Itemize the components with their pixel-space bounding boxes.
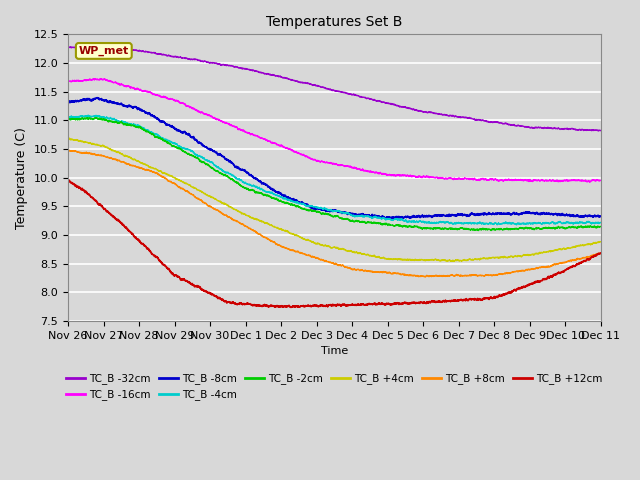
TC_B -16cm (586, 179, 593, 185)
TC_B +12cm (396, 300, 404, 306)
TC_B +8cm (422, 274, 429, 280)
TC_B -32cm (595, 128, 602, 133)
TC_B -32cm (547, 125, 554, 131)
TC_B -8cm (213, 150, 221, 156)
TC_B -4cm (597, 219, 605, 225)
Line: TC_B +12cm: TC_B +12cm (68, 180, 601, 308)
TC_B -8cm (93, 95, 101, 100)
Title: Temperatures Set B: Temperatures Set B (266, 15, 403, 29)
Line: TC_B +4cm: TC_B +4cm (68, 138, 601, 261)
TC_B -32cm (387, 101, 394, 107)
TC_B +12cm (65, 177, 73, 183)
TC_B +4cm (65, 135, 72, 141)
TC_B -2cm (396, 223, 403, 228)
TC_B +4cm (64, 136, 72, 142)
TC_B -16cm (597, 178, 605, 183)
TC_B -32cm (396, 104, 403, 109)
TC_B -16cm (387, 172, 394, 178)
TC_B -4cm (387, 216, 394, 222)
Y-axis label: Temperature (C): Temperature (C) (15, 127, 28, 228)
TC_B +4cm (387, 256, 394, 262)
TC_B -2cm (547, 226, 554, 231)
TC_B -8cm (396, 215, 404, 220)
TC_B -4cm (547, 220, 554, 226)
TC_B +12cm (287, 305, 295, 311)
Line: TC_B -8cm: TC_B -8cm (68, 97, 601, 218)
TC_B +8cm (396, 271, 403, 276)
TC_B -32cm (64, 44, 72, 50)
TC_B +4cm (213, 197, 221, 203)
TC_B +8cm (547, 264, 554, 269)
TC_B -32cm (597, 128, 605, 133)
TC_B -4cm (513, 222, 520, 228)
TC_B -2cm (84, 115, 92, 120)
TC_B -2cm (64, 117, 72, 122)
TC_B -4cm (396, 216, 403, 222)
TC_B -4cm (64, 114, 72, 120)
Text: WP_met: WP_met (79, 46, 129, 56)
TC_B -8cm (387, 216, 394, 221)
TC_B +12cm (597, 250, 605, 256)
TC_B +8cm (213, 207, 221, 213)
TC_B -2cm (213, 168, 221, 174)
TC_B +4cm (547, 249, 554, 254)
Line: TC_B -2cm: TC_B -2cm (68, 118, 601, 230)
TC_B -2cm (474, 228, 482, 233)
TC_B +8cm (387, 270, 394, 276)
TC_B +12cm (547, 274, 554, 279)
TC_B -32cm (596, 128, 604, 133)
TC_B +8cm (64, 147, 72, 153)
TC_B -4cm (596, 219, 604, 225)
TC_B +8cm (65, 147, 72, 153)
TC_B -4cm (179, 145, 186, 151)
TC_B -32cm (179, 55, 186, 61)
TC_B -4cm (213, 164, 221, 169)
TC_B +8cm (179, 186, 186, 192)
TC_B -16cm (596, 178, 604, 183)
TC_B +4cm (179, 179, 186, 185)
TC_B -16cm (547, 177, 554, 183)
TC_B +8cm (596, 251, 604, 256)
TC_B +12cm (213, 295, 221, 300)
TC_B -8cm (547, 212, 554, 217)
TC_B -16cm (97, 76, 105, 82)
TC_B -32cm (77, 44, 85, 50)
TC_B +8cm (597, 251, 605, 256)
TC_B +12cm (64, 178, 72, 184)
TC_B +4cm (596, 239, 604, 245)
TC_B -2cm (597, 224, 605, 229)
X-axis label: Time: Time (321, 346, 348, 356)
Line: TC_B -32cm: TC_B -32cm (68, 47, 601, 131)
TC_B -8cm (64, 100, 72, 106)
TC_B +4cm (396, 256, 403, 262)
TC_B +12cm (179, 277, 186, 283)
TC_B -2cm (387, 222, 394, 228)
TC_B -8cm (596, 214, 604, 219)
TC_B -2cm (596, 224, 604, 229)
TC_B -8cm (387, 215, 394, 221)
TC_B +4cm (597, 239, 605, 245)
TC_B -2cm (179, 147, 186, 153)
Line: TC_B +8cm: TC_B +8cm (68, 150, 601, 277)
TC_B -16cm (396, 173, 403, 179)
TC_B -8cm (597, 214, 605, 219)
Legend: TC_B -32cm, TC_B -16cm, TC_B -8cm, TC_B -4cm, TC_B -2cm, TC_B +4cm, TC_B +8cm, T: TC_B -32cm, TC_B -16cm, TC_B -8cm, TC_B … (62, 369, 607, 405)
TC_B -16cm (179, 100, 186, 106)
TC_B -8cm (179, 130, 186, 135)
TC_B +12cm (387, 302, 394, 308)
TC_B +12cm (596, 250, 604, 256)
TC_B -32cm (213, 60, 221, 66)
TC_B -16cm (213, 116, 221, 122)
Line: TC_B -16cm: TC_B -16cm (68, 79, 601, 182)
TC_B +4cm (449, 258, 456, 264)
Line: TC_B -4cm: TC_B -4cm (68, 115, 601, 225)
TC_B -4cm (84, 112, 92, 118)
TC_B -16cm (64, 78, 72, 84)
